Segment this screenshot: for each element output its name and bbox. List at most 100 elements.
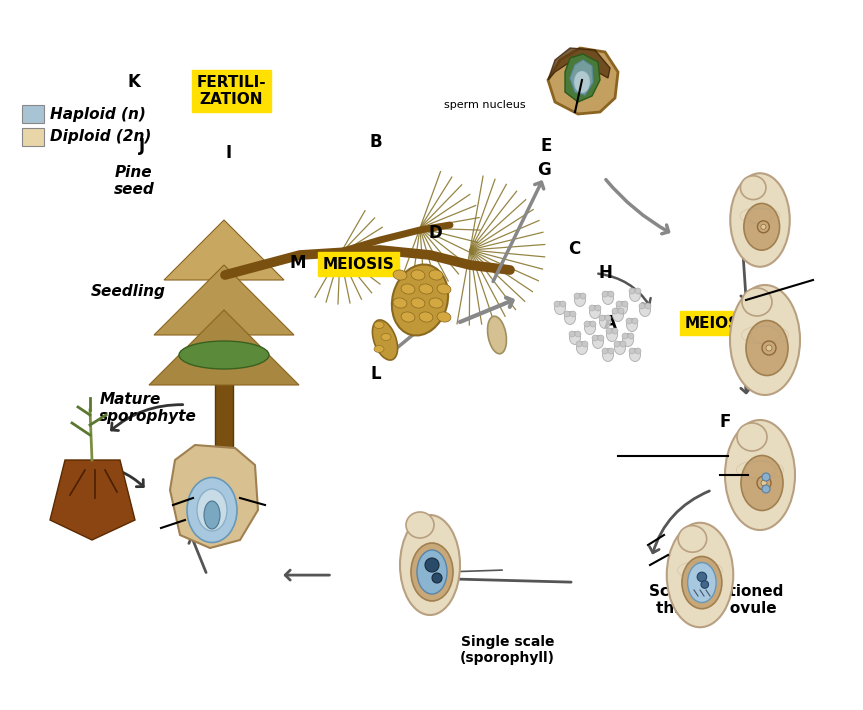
Circle shape [635,348,641,354]
Text: Single scale
(sporophyll): Single scale (sporophyll) [460,635,555,665]
Ellipse shape [406,512,434,538]
Circle shape [762,485,770,493]
Circle shape [602,291,608,297]
Circle shape [697,572,707,581]
Circle shape [635,288,641,294]
Ellipse shape [429,298,443,308]
Ellipse shape [622,334,633,346]
Ellipse shape [629,288,640,302]
Polygon shape [565,54,600,102]
Ellipse shape [744,204,779,250]
Circle shape [595,305,601,311]
Ellipse shape [374,322,384,329]
Ellipse shape [575,293,585,307]
Circle shape [629,348,635,354]
Circle shape [606,328,612,334]
Ellipse shape [555,302,565,315]
Ellipse shape [437,312,451,322]
Ellipse shape [725,420,795,530]
Polygon shape [164,220,284,280]
Ellipse shape [179,341,269,369]
Circle shape [622,301,628,307]
Ellipse shape [741,456,783,510]
Text: J: J [139,136,146,155]
Ellipse shape [614,342,626,354]
Circle shape [582,341,588,347]
Ellipse shape [746,320,788,376]
Circle shape [612,308,618,314]
Text: F: F [719,413,731,432]
Ellipse shape [607,329,618,342]
Circle shape [605,315,611,321]
Ellipse shape [589,305,601,319]
Polygon shape [570,60,593,95]
Circle shape [639,303,645,309]
Ellipse shape [381,334,391,341]
Ellipse shape [429,270,443,280]
Ellipse shape [584,322,595,334]
Circle shape [614,341,620,347]
Text: D: D [429,224,443,242]
Ellipse shape [600,315,610,329]
Text: sperm nucleus: sperm nucleus [444,100,526,110]
Polygon shape [50,460,135,540]
Ellipse shape [570,332,581,344]
Circle shape [425,558,439,572]
Circle shape [622,333,628,339]
Ellipse shape [613,309,623,322]
Circle shape [589,305,595,311]
Text: Haploid (n): Haploid (n) [50,106,146,121]
Circle shape [616,301,622,307]
Ellipse shape [564,312,576,324]
Circle shape [590,321,596,327]
Ellipse shape [737,423,767,451]
Ellipse shape [627,319,638,332]
Text: I: I [225,143,232,162]
Ellipse shape [593,336,603,349]
Circle shape [762,341,776,355]
Ellipse shape [401,284,415,294]
Ellipse shape [374,346,384,352]
Text: E: E [541,136,552,155]
Ellipse shape [629,349,640,361]
Ellipse shape [576,342,588,354]
Circle shape [632,318,638,324]
Circle shape [598,335,604,341]
Circle shape [758,221,769,233]
Circle shape [608,291,614,297]
Text: Scale sectioned
through ovule: Scale sectioned through ovule [649,584,784,616]
Text: Pine
seed: Pine seed [113,165,154,197]
Text: Mature
sporophyte: Mature sporophyte [99,392,197,425]
Ellipse shape [616,302,627,315]
Circle shape [628,333,634,339]
Polygon shape [149,310,299,385]
Ellipse shape [602,292,614,305]
Circle shape [432,573,442,583]
Text: B: B [369,133,381,151]
Bar [22,128,44,146]
Ellipse shape [742,288,772,316]
Circle shape [645,303,651,309]
Bar [215,355,233,485]
Ellipse shape [602,349,614,361]
Ellipse shape [411,543,453,601]
Ellipse shape [682,557,721,608]
Ellipse shape [574,71,590,93]
Text: Diploid (2n): Diploid (2n) [50,129,151,145]
Circle shape [701,581,709,589]
Text: M: M [289,253,306,272]
Ellipse shape [393,270,407,280]
Ellipse shape [730,285,800,395]
Circle shape [560,301,566,307]
Circle shape [612,328,618,334]
Circle shape [580,293,586,299]
Text: G: G [537,161,551,180]
Circle shape [584,321,590,327]
Circle shape [618,308,624,314]
Circle shape [608,348,614,354]
Ellipse shape [197,489,227,531]
Circle shape [761,224,766,229]
Polygon shape [548,48,618,114]
Ellipse shape [417,550,447,594]
Text: MEIOSIS: MEIOSIS [322,256,394,272]
